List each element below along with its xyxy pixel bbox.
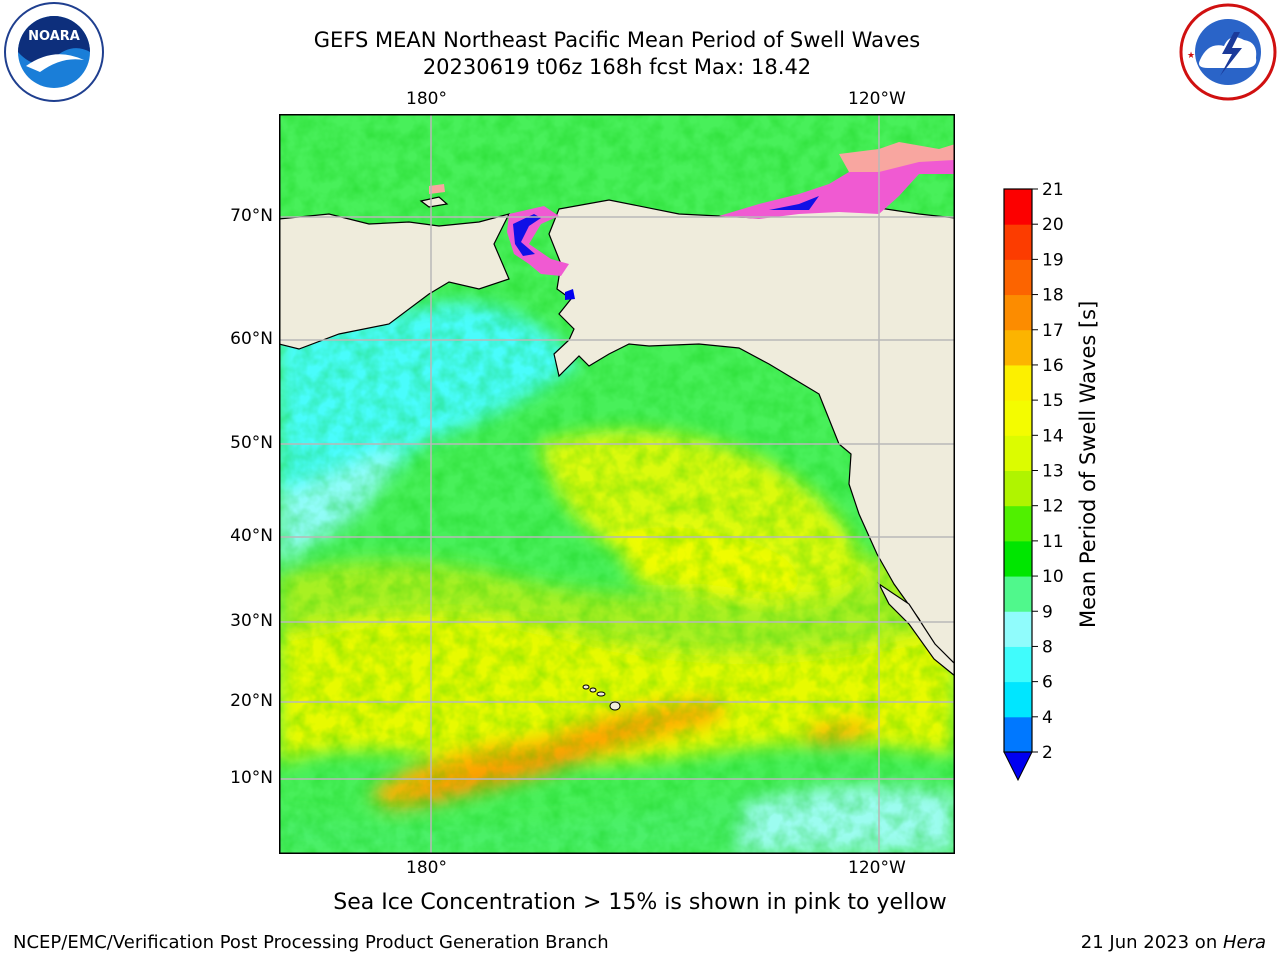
chart-subtitle: 20230619 t06z 168h fcst Max: 18.42 [422, 55, 812, 79]
colorbar-tick-label: 21 [1042, 180, 1064, 200]
colorbar-segment [1004, 364, 1032, 401]
colorbar-tick-label: 18 [1042, 286, 1064, 306]
colorbar-tick-label: 19 [1042, 250, 1064, 270]
colorbar-tick-label: 8 [1042, 637, 1053, 657]
colorbar-tick-label: 6 [1042, 673, 1053, 693]
lat-label-10n: 10°N [230, 768, 273, 788]
colorbar-tick-label: 16 [1042, 356, 1064, 376]
colorbar-segment [1004, 189, 1032, 225]
lat-label-50n: 50°N [230, 433, 273, 453]
lon-label-top-120w: 120°W [848, 89, 906, 109]
svg-text:★: ★ [1187, 51, 1195, 61]
land-masses [280, 196, 954, 676]
lon-label-bottom-120w: 120°W [848, 858, 906, 878]
colorbar-segment [1004, 224, 1032, 260]
colorbar-tick-label: 13 [1042, 462, 1064, 482]
colorbar-tick-label: 15 [1042, 391, 1064, 411]
colorbar-tick-label: 17 [1042, 321, 1064, 341]
colorbar-segment [1004, 259, 1032, 296]
colorbar-segment [1004, 435, 1032, 471]
colorbar-label: Mean Period of Swell Waves [s] [1076, 300, 1100, 628]
chart-title: GEFS MEAN Northeast Pacific Mean Period … [313, 28, 921, 52]
colorbar-tick-label: 14 [1042, 426, 1064, 446]
footer-date-text: 21 Jun 2023 on [1080, 932, 1223, 953]
lon-label-bottom-180: 180° [406, 858, 447, 878]
lat-label-20n: 20°N [230, 691, 273, 711]
lat-label-60n: 60°N [230, 329, 273, 349]
colorbar-segment [1004, 470, 1032, 507]
colorbar-segment [1004, 681, 1032, 718]
lat-label-40n: 40°N [230, 526, 273, 546]
sea-ice-note: Sea Ice Concentration > 15% is shown in … [333, 890, 947, 915]
hawaii-islands [582, 684, 621, 711]
noaa-logo-text: NOARA [28, 29, 80, 44]
lat-label-70n: 70°N [230, 206, 273, 226]
lat-label-30n: 30°N [230, 611, 273, 631]
footer-credit: NCEP/EMC/Verification Post Processing Pr… [13, 932, 609, 953]
colorbar: 2 4 6 8 9 10 11 12 13 14 15 16 17 18 19 20 21 [1003, 180, 1064, 782]
colorbar-segment [1004, 646, 1032, 683]
colorbar-segment [1004, 716, 1032, 753]
colorbar-tick-label: 12 [1042, 497, 1064, 517]
nws-logo-icon: ★ [1179, 3, 1277, 101]
colorbar-segment [1004, 329, 1032, 366]
footer-date: 21 Jun 2023 on Hera [1081, 932, 1266, 953]
lon-label-top-180: 180° [406, 89, 447, 109]
colorbar-tick-label: 2 [1042, 743, 1053, 763]
colorbar-tick-label: 4 [1042, 708, 1053, 728]
colorbar-segment [1004, 400, 1032, 436]
colorbar-extend-arrow [1003, 751, 1033, 782]
colorbar-tick-label: 20 [1042, 215, 1064, 235]
colorbar-segment [1004, 611, 1032, 647]
colorbar-segment [1004, 540, 1032, 577]
colorbar-tick-label: 11 [1042, 532, 1064, 552]
sea-ice [429, 142, 954, 300]
colorbar-segments [1004, 189, 1032, 753]
colorbar-segment [1004, 576, 1032, 612]
colorbar-tick-label: 10 [1042, 567, 1064, 587]
colorbar-tick-label: 9 [1042, 602, 1053, 622]
colorbar-segment [1004, 294, 1032, 331]
colorbar-segment [1004, 505, 1032, 542]
map-panel [279, 114, 955, 854]
noaa-logo-icon: NOARA [4, 2, 104, 102]
footer-machine: Hera [1222, 932, 1266, 953]
